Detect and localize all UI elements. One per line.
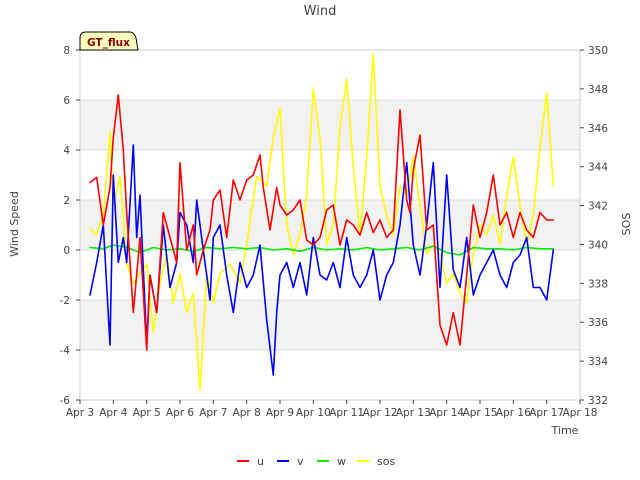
site-badge-background [79, 31, 139, 51]
right-y-tick-label: 350 [588, 45, 608, 57]
left-y-axis-label: Wind Speed [8, 191, 21, 257]
x-tick-label: Apr 7 [199, 407, 227, 419]
right-y-tick-label: 344 [588, 162, 608, 174]
x-tick-label: Apr 12 [363, 407, 398, 419]
x-tick-label: Apr 6 [166, 407, 195, 419]
left-y-tick-label: 4 [63, 145, 70, 157]
site-badge: GT_flux [79, 31, 139, 51]
legend: u v w sos [237, 455, 395, 468]
x-tick-label: Apr 18 [563, 407, 598, 419]
x-tick-label: Apr 14 [429, 407, 464, 419]
x-axis-ticks: Apr 3 Apr 4 Apr 5 Apr 6 Apr 7 Apr 8 Apr 9 Apr 1… [66, 400, 598, 419]
x-axis-label: Time [551, 424, 579, 437]
series-line-u [89, 94, 555, 351]
legend-label-sos: sos [377, 455, 395, 468]
chart-title: Wind [304, 4, 337, 19]
right-y-axis-ticks: 332 334 336 338 340 342 344 346 348 350 [580, 45, 608, 407]
site-badge-label: GT_flux [87, 37, 130, 49]
grid-bands [80, 100, 580, 350]
x-tick-label: Apr 10 [296, 407, 331, 419]
right-y-tick-label: 332 [588, 395, 608, 407]
legend-label-w: w [337, 455, 346, 468]
x-tick-label: Apr 4 [99, 407, 128, 419]
left-y-tick-label: 0 [63, 245, 70, 257]
right-y-axis-label: SOS [620, 213, 633, 236]
x-tick-label: Apr 5 [133, 407, 161, 419]
right-y-tick-label: 348 [588, 84, 608, 96]
left-y-tick-label: 6 [63, 95, 70, 107]
left-y-tick-label: 2 [63, 195, 70, 207]
left-y-tick-label: -4 [60, 345, 71, 357]
legend-label-v: v [297, 455, 304, 468]
right-y-tick-label: 338 [588, 278, 608, 290]
legend-label-u: u [257, 455, 264, 468]
right-y-tick-label: 342 [588, 201, 608, 213]
left-y-tick-label: 8 [63, 45, 70, 57]
left-y-tick-label: -2 [60, 295, 70, 307]
x-tick-label: Apr 13 [396, 407, 431, 419]
series-lines [89, 53, 555, 392]
left-y-tick-label: -6 [60, 395, 71, 407]
x-tick-label: Apr 3 [66, 407, 94, 419]
right-y-tick-label: 336 [588, 317, 608, 329]
series-line-w [89, 244, 555, 256]
plot-frame [79, 49, 581, 401]
right-y-tick-label: 334 [588, 356, 608, 368]
x-tick-label: Apr 8 [233, 407, 261, 419]
x-tick-label: Apr 15 [463, 407, 498, 419]
right-y-tick-label: 346 [588, 123, 608, 135]
x-tick-label: Apr 9 [266, 407, 294, 419]
x-tick-label: Apr 11 [329, 407, 364, 419]
right-y-tick-label: 340 [588, 239, 608, 251]
x-tick-label: Apr 17 [529, 407, 564, 419]
left-y-axis-ticks: -6 -4 -2 0 2 4 6 8 [60, 45, 80, 407]
grid-band [80, 300, 580, 350]
x-tick-label: Apr 16 [496, 407, 531, 419]
grid-band [80, 100, 580, 150]
series-line-sos [89, 53, 555, 392]
